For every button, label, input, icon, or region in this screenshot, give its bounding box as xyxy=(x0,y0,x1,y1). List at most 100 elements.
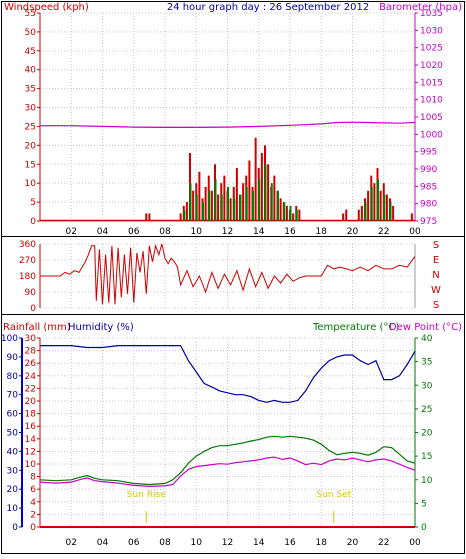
windspeed-bar xyxy=(248,160,251,221)
bottom-x-tick-label: 16 xyxy=(284,538,296,548)
baro-y-tick-label: 1015 xyxy=(420,78,443,88)
dewpoint-line xyxy=(39,456,416,488)
wind-x-tick-label: 10 xyxy=(191,227,203,237)
bottom-x-tick-label: 18 xyxy=(316,538,328,548)
gust-bar xyxy=(389,202,392,221)
rain-y-tick-label: 12 xyxy=(25,447,36,457)
humidity-y-tick-label: 70 xyxy=(7,391,19,401)
rain-y-tick-label: 28 xyxy=(25,347,37,357)
windspeed-bar xyxy=(392,205,395,221)
windspeed-bar xyxy=(273,175,276,221)
windspeed-bar xyxy=(298,209,301,221)
gust-bar xyxy=(364,202,367,221)
temp-y-tick-label: 35 xyxy=(421,358,432,368)
temp-y-tick-label: 20 xyxy=(421,429,433,439)
bottom-x-tick-label: 04 xyxy=(97,538,109,548)
dir-y-tick-label: 0 xyxy=(30,304,36,314)
rain-axis-title: Rainfall (mm) xyxy=(3,322,71,333)
windspeed-bar xyxy=(192,190,195,221)
wind-y-tick-label: 30 xyxy=(25,104,37,114)
sun-marker-label: Sun Rise xyxy=(127,490,166,500)
humidity-line xyxy=(40,345,416,403)
humidity-y-tick-label: 0 xyxy=(12,523,18,533)
compass-letter: S xyxy=(433,240,439,251)
bottom-x-tick-label: 14 xyxy=(253,538,265,548)
windspeed-bar xyxy=(373,183,376,221)
windspeed-bar xyxy=(260,152,263,221)
humidity-y-tick-label: 100 xyxy=(1,334,18,344)
windspeed-bar xyxy=(285,205,288,221)
wind-y-tick-label: 35 xyxy=(25,85,36,95)
baro-y-tick-label: 1025 xyxy=(420,44,443,54)
rain-y-tick-label: 14 xyxy=(25,435,37,445)
windspeed-bar xyxy=(198,171,201,221)
windspeed-bar xyxy=(342,213,345,221)
windspeed-bar xyxy=(279,198,282,221)
temp-y-tick-label: 30 xyxy=(421,381,433,391)
gust-bar xyxy=(264,164,267,221)
bottom-x-tick-label: 22 xyxy=(378,538,389,548)
rain-y-tick-label: 8 xyxy=(30,473,36,483)
temp-y-tick-label: 5 xyxy=(421,499,427,509)
gust-bar xyxy=(258,179,261,221)
bottom-x-tick-label: 08 xyxy=(159,538,171,548)
rain-y-tick-label: 24 xyxy=(25,372,37,382)
temp-y-tick-label: 10 xyxy=(421,476,433,486)
gust-bar xyxy=(245,186,248,221)
wind-x-tick-label: 04 xyxy=(97,227,109,237)
wind-y-tick-label: 25 xyxy=(25,122,36,132)
wind-direction-line xyxy=(40,243,416,305)
wind-y-tick-label: 0 xyxy=(30,217,36,227)
temp-y-tick-label: 25 xyxy=(421,405,432,415)
dewpoint-axis-title: Dew Point (°C) xyxy=(389,322,462,333)
gust-bar xyxy=(195,194,198,221)
gust-bar xyxy=(202,202,204,221)
rain-y-tick-label: 4 xyxy=(30,498,36,508)
baro-y-tick-label: 1000 xyxy=(420,130,443,140)
compass-letter: E xyxy=(433,255,439,266)
gust-bar xyxy=(233,198,236,221)
windspeed-bar xyxy=(357,209,360,221)
baro-y-tick-label: 990 xyxy=(420,165,437,175)
bottom-x-tick-label: 02 xyxy=(66,538,77,548)
chart-title: 24 hour graph day : 26 September 2012 xyxy=(167,2,369,13)
wind-x-tick-label: 22 xyxy=(378,227,389,237)
chart-layer: 0510152025303540455055975980985990995100… xyxy=(1,9,443,548)
wind-x-tick-label: 16 xyxy=(284,227,296,237)
windspeed-bar xyxy=(148,213,151,221)
windspeed-bar xyxy=(379,190,382,221)
humidity-y-tick-label: 60 xyxy=(7,410,19,420)
windspeed-bar xyxy=(229,198,232,221)
windspeed-bar xyxy=(242,183,245,221)
wind-x-tick-label: 18 xyxy=(316,227,328,237)
gust-bar xyxy=(270,183,273,221)
wind-y-tick-label: 50 xyxy=(25,28,37,38)
compass-letter: W xyxy=(431,285,441,296)
rain-y-tick-label: 30 xyxy=(25,334,37,344)
windspeed-bar xyxy=(367,190,370,221)
rain-y-tick-label: 26 xyxy=(25,359,37,369)
wind-x-tick-label: 14 xyxy=(253,227,265,237)
baro-y-tick-label: 985 xyxy=(420,182,437,192)
humidity-axis-title: Humidity (%) xyxy=(68,322,134,333)
temp-y-tick-label: 40 xyxy=(421,334,433,344)
wind-y-tick-label: 55 xyxy=(25,9,36,19)
windspeed-bar xyxy=(345,209,348,221)
wind-y-tick-label: 10 xyxy=(25,179,37,189)
humidity-y-tick-label: 40 xyxy=(7,447,19,457)
humidity-y-tick-label: 80 xyxy=(7,372,19,382)
bottom-panel-frame xyxy=(1,314,465,554)
wind-x-tick-label: 02 xyxy=(66,227,77,237)
rain-y-tick-label: 10 xyxy=(25,460,37,470)
gust-bar xyxy=(283,202,286,221)
wind-y-tick-label: 40 xyxy=(25,66,37,76)
gust-bar xyxy=(295,209,298,221)
rain-y-tick-label: 16 xyxy=(25,422,37,432)
baro-y-tick-label: 1030 xyxy=(420,26,443,36)
rain-y-tick-label: 20 xyxy=(25,397,37,407)
baro-y-tick-label: 1020 xyxy=(420,61,443,71)
windspeed-bar xyxy=(254,137,257,221)
wind-axis-title: Windspeed (kph) xyxy=(4,2,89,13)
